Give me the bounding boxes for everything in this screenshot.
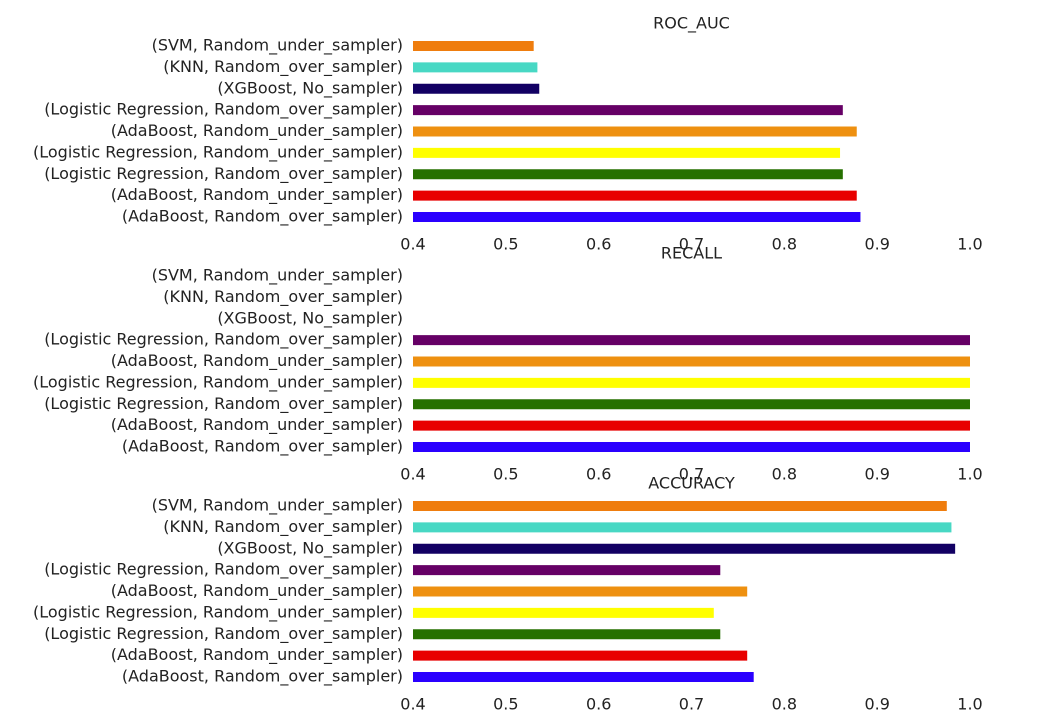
x-tick-label: 0.4 [400,465,425,484]
x-tick-label: 1.0 [957,465,982,484]
bar [413,522,952,533]
x-tick-label: 1.0 [957,235,982,254]
y-tick-label: (XGBoost, No_sampler) [217,308,403,328]
bar [413,565,721,576]
x-tick-label: 0.6 [586,465,611,484]
x-tick-label: 0.9 [864,465,889,484]
y-tick-label: (SVM, Random_under_sampler) [152,496,403,516]
bar [413,147,841,158]
bar [413,442,970,452]
bar [413,672,754,682]
y-tick-label: (Logistic Regression, Random_under_sampl… [33,602,403,622]
y-tick-label: (SVM, Random_under_sampler) [152,36,403,56]
bar [413,543,956,554]
y-tick-label: (Logistic Regression, Random_over_sample… [44,330,403,350]
bar [413,169,843,180]
y-tick-label: (AdaBoost, Random_under_sampler) [111,581,403,601]
bar [413,105,843,116]
y-tick-label: (AdaBoost, Random_under_sampler) [111,351,403,371]
bar [413,335,970,346]
x-tick-label: 0.5 [493,235,518,254]
bar [413,41,534,51]
x-tick-label: 0.7 [679,465,704,484]
x-tick-label: 0.7 [679,235,704,254]
x-tick-label: 0.5 [493,465,518,484]
chart-title: ACCURACY [648,474,735,493]
x-tick-label: 0.5 [493,695,518,714]
bar [413,607,714,618]
bar [413,501,947,511]
bar [413,586,748,597]
x-tick-label: 0.9 [864,695,889,714]
bar [413,62,538,73]
y-tick-label: (AdaBoost, Random_under_sampler) [111,185,403,205]
bar [413,356,970,367]
y-tick-label: (KNN, Random_over_sampler) [163,517,403,537]
bar [413,399,970,410]
y-tick-label: (Logistic Regression, Random_over_sample… [44,394,403,414]
bar [413,629,721,640]
y-tick-label: (Logistic Regression, Random_under_sampl… [33,372,403,392]
y-tick-label: (AdaBoost, Random_over_sampler) [122,667,403,687]
y-tick-label: (AdaBoost, Random_under_sampler) [111,645,403,665]
x-tick-label: 0.6 [586,695,611,714]
bar [413,650,748,661]
x-tick-label: 0.8 [772,465,797,484]
x-tick-label: 1.0 [957,695,982,714]
y-tick-label: (AdaBoost, Random_over_sampler) [122,437,403,457]
y-tick-label: (AdaBoost, Random_under_sampler) [111,415,403,435]
y-tick-label: (Logistic Regression, Random_over_sample… [44,100,403,120]
y-tick-label: (AdaBoost, Random_under_sampler) [111,121,403,141]
x-tick-label: 0.6 [586,235,611,254]
bar [413,83,540,94]
x-tick-label: 0.4 [400,695,425,714]
chart-title: RECALL [661,244,722,263]
bar [413,212,861,222]
bar [413,190,857,201]
x-tick-label: 0.8 [772,235,797,254]
y-tick-label: (KNN, Random_over_sampler) [163,287,403,307]
y-tick-label: (KNN, Random_over_sampler) [163,57,403,77]
chart-title: ROC_AUC [653,14,730,34]
x-tick-label: 0.7 [679,695,704,714]
x-tick-label: 0.9 [864,235,889,254]
x-tick-label: 0.8 [772,695,797,714]
bar [413,377,970,388]
x-tick-label: 0.4 [400,235,425,254]
bar [413,420,970,431]
y-tick-label: (Logistic Regression, Random_over_sample… [44,624,403,644]
y-tick-label: (SVM, Random_under_sampler) [152,266,403,286]
y-tick-label: (Logistic Regression, Random_over_sample… [44,164,403,184]
y-tick-label: (XGBoost, No_sampler) [217,538,403,558]
y-tick-label: (XGBoost, No_sampler) [217,78,403,98]
y-tick-label: (Logistic Regression, Random_under_sampl… [33,142,403,162]
y-tick-label: (AdaBoost, Random_over_sampler) [122,207,403,227]
bar [413,126,857,137]
y-tick-label: (Logistic Regression, Random_over_sample… [44,560,403,580]
